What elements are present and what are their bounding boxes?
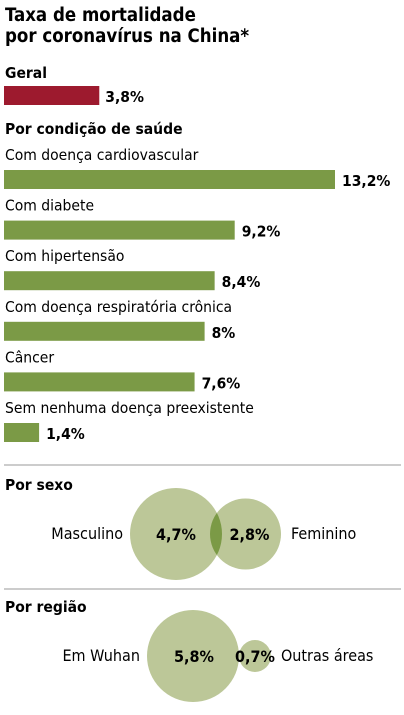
bubble-name-label: Masculino — [51, 524, 123, 543]
bar-saude — [4, 220, 235, 240]
category-label: Sem nenhuma doença preexistente — [5, 399, 254, 417]
bar-value-label: 13,2% — [342, 172, 390, 190]
bar-value-label: 9,2% — [242, 223, 281, 241]
bubble-value-label: 0,7% — [235, 647, 275, 666]
bar-value-label: 7,6% — [202, 374, 241, 392]
category-label: Câncer — [5, 348, 54, 366]
bar-value-label: 8% — [212, 324, 236, 342]
bar-saude — [4, 321, 205, 341]
bubble-value-label: 5,8% — [174, 647, 214, 666]
bubble-name-label: Feminino — [291, 524, 357, 543]
bar-value-label: 3,8% — [105, 88, 144, 106]
category-label: Com doença cardiovascular — [5, 146, 199, 164]
bar-geral — [4, 86, 100, 105]
bubble-name-label: Em Wuhan — [62, 646, 140, 665]
section-label-regiao: Por região — [5, 598, 87, 616]
section-label-saude: Por condição de saúde — [5, 120, 183, 138]
chart-title-line: Taxa de mortalidade — [5, 5, 196, 26]
category-label: Com doença respiratória crônica — [5, 298, 232, 316]
bubble — [210, 498, 282, 570]
bar-value-label: 1,4% — [46, 425, 85, 443]
bubble-name-label: Outras áreas — [281, 646, 373, 665]
bar-saude — [4, 423, 40, 442]
category-label: Com diabete — [5, 197, 94, 215]
bubble-value-label: 2,8% — [230, 525, 270, 544]
section-label-geral: Geral — [5, 64, 47, 82]
bar-saude — [4, 372, 195, 392]
bar-saude — [4, 271, 215, 291]
chart-title-line: por coronavírus na China* — [5, 26, 249, 47]
bar-saude — [4, 170, 335, 189]
category-label: Com hipertensão — [5, 247, 124, 265]
bubble-value-label: 4,7% — [156, 525, 196, 544]
bar-value-label: 8,4% — [222, 273, 261, 291]
bubble — [130, 488, 222, 580]
bubble — [147, 610, 239, 702]
section-label-sexo: Por sexo — [5, 476, 73, 494]
bubble — [239, 640, 271, 672]
